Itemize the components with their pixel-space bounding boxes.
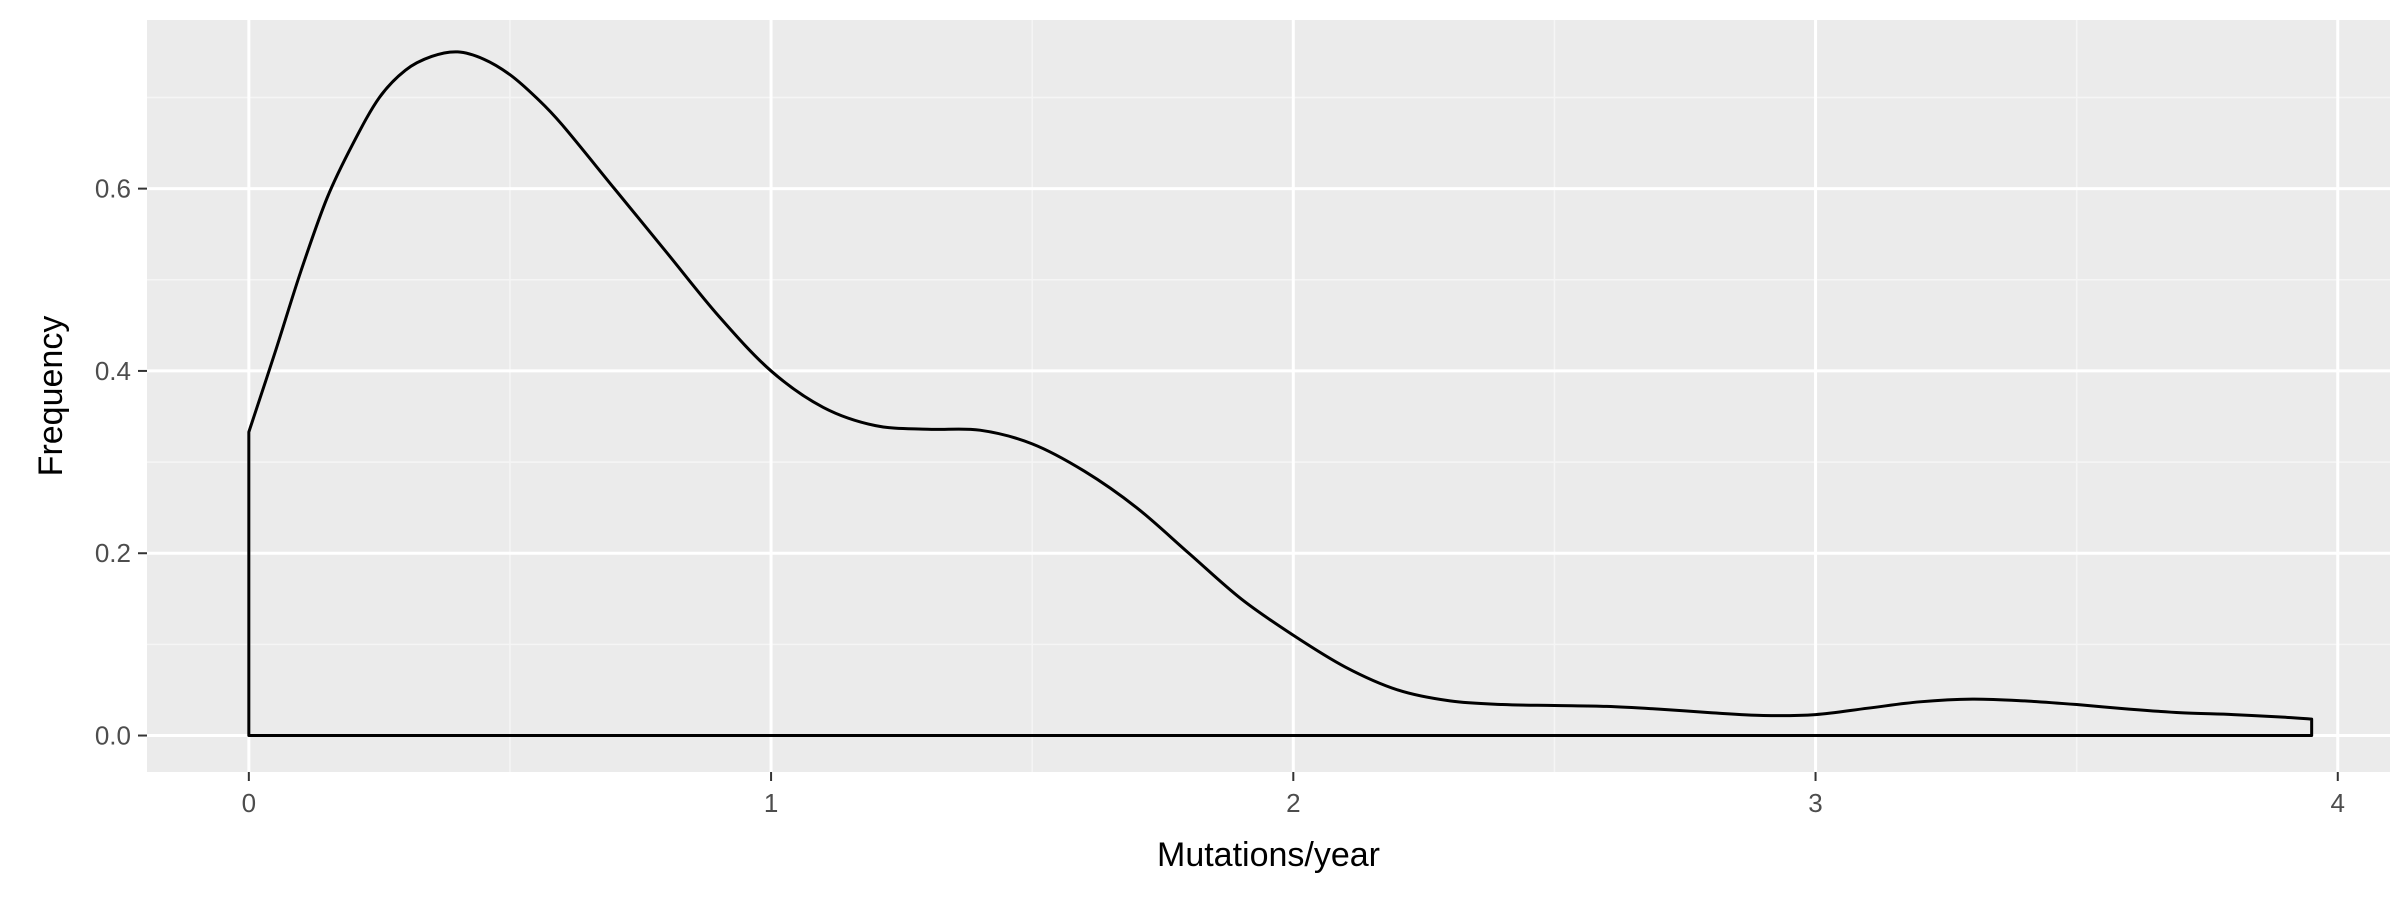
axes-layer: 0 1 2 3 4 0.0 0.2 0.4 0.6 xyxy=(95,174,2345,818)
y-tick-label: 0.2 xyxy=(95,538,131,568)
x-tick-label: 0 xyxy=(242,788,256,818)
y-tick-label: 0.4 xyxy=(95,356,131,386)
x-axis-title: Mutations/year xyxy=(1157,836,1380,874)
x-tick-label: 1 xyxy=(764,788,778,818)
plot-panel xyxy=(147,20,2390,772)
y-axis-title: Frequency xyxy=(32,316,70,477)
density-curve xyxy=(247,50,2314,738)
x-tick-label: 2 xyxy=(1286,788,1300,818)
y-tick-label: 0.6 xyxy=(95,174,131,204)
x-tick-label: 4 xyxy=(2331,788,2345,818)
y-tick-label: 0.0 xyxy=(95,721,131,751)
x-tick-label: 3 xyxy=(1808,788,1822,818)
series-layer xyxy=(247,50,2314,738)
